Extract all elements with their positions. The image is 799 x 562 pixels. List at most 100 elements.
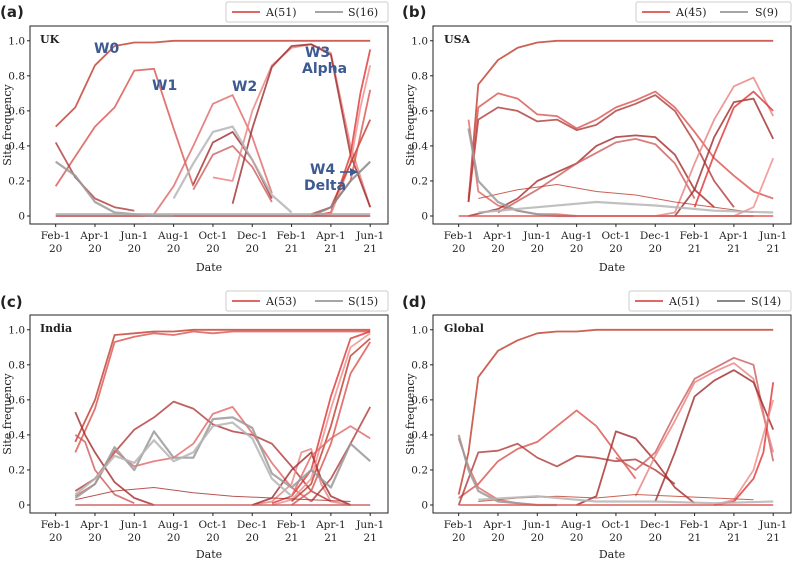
x-tick-label-year: 21 — [324, 243, 337, 255]
series-line-a-hump2 — [74, 405, 312, 503]
panel-c-legend-a: A(53) — [265, 295, 297, 308]
annotation-w1: W1 — [152, 78, 177, 94]
series-line-a-w2b — [192, 130, 273, 199]
series-line-a-low — [478, 184, 754, 213]
series-line-a-mid2 — [467, 94, 735, 208]
series-line-a-w1b — [457, 442, 676, 506]
x-tick-label-month: Oct-1 — [198, 230, 227, 242]
x-tick-label-year: 21 — [688, 243, 701, 255]
series-line-a-w1 — [54, 67, 195, 187]
panel-a-y-axis-label: Site frequency — [1, 84, 14, 166]
x-tick-label-year: 20 — [491, 243, 504, 255]
panel-a-legend-s: S(16) — [348, 6, 378, 19]
panel-c-plot-area — [29, 314, 389, 514]
x-tick-label-month: Dec-1 — [640, 230, 671, 242]
panel-a-label: (a) — [0, 3, 24, 21]
panel-d-region-title: Global — [444, 322, 484, 335]
x-tick-label-month: Feb-1 — [277, 519, 307, 531]
panel-d-legend-a: A(51) — [668, 295, 700, 308]
series-line-a-mid1 — [467, 90, 774, 200]
x-tick-label-month: Jun-1 — [355, 519, 384, 531]
series-line-a-w4 — [714, 382, 775, 506]
panel-b-legend-a: A(45) — [675, 6, 707, 19]
panel-d-x-axis-label: Date — [599, 548, 625, 561]
x-tick-label-month: Apr-1 — [482, 519, 513, 531]
panel-b-label: (b) — [402, 3, 426, 21]
panel-d-legend: A(51) S(14) — [628, 290, 792, 312]
x-tick-label-month: Oct-1 — [601, 230, 630, 242]
y-tick-label: 0.2 — [8, 175, 25, 187]
panel-d: (d) Global 00.20.40.60.81.0 Feb-120Apr-1… — [402, 290, 792, 561]
x-tick-label-year: 21 — [364, 243, 377, 255]
panel-b-plot-area — [432, 25, 792, 225]
x-tick-label-month: Aug-1 — [560, 519, 592, 531]
annotation-w2: W2 — [232, 79, 257, 95]
series-line-s-w4 — [310, 160, 371, 218]
panel-b: (b) USA 00.20.40.60.81.0 Feb-120Apr-120J… — [402, 1, 792, 274]
x-tick-label-year: 20 — [49, 243, 62, 255]
panel-b-legend: A(45) S(9) — [635, 1, 792, 23]
x-tick-label-month: Feb-1 — [680, 519, 710, 531]
x-tick-label-year: 20 — [246, 532, 259, 544]
x-tick-label-month: Feb-1 — [41, 230, 71, 242]
series-line-a-hump — [468, 134, 715, 217]
series-line-s-dec — [467, 128, 577, 218]
series-line-a-late3 — [693, 90, 774, 208]
x-tick-label-year: 20 — [88, 532, 101, 544]
y-tick-label: 0.4 — [8, 429, 25, 441]
x-tick-label-year: 21 — [727, 243, 740, 255]
x-tick-label-month: Apr-1 — [718, 230, 749, 242]
x-tick-label-year: 21 — [688, 532, 701, 544]
x-tick-label-month: Oct-1 — [601, 519, 630, 531]
x-tick-label-year: 20 — [531, 532, 544, 544]
panel-b-y-ticks: 0 0.2 0.4 0.6 0.8 1.0 — [411, 35, 433, 223]
x-tick-label-year: 20 — [128, 243, 141, 255]
x-tick-label-month: Oct-1 — [198, 519, 227, 531]
y-tick-label: 0.8 — [8, 70, 25, 82]
x-tick-label-month: Feb-1 — [444, 230, 474, 242]
y-tick-label: 1.0 — [8, 324, 25, 336]
x-tick-label-month: Dec-1 — [237, 519, 268, 531]
annotation-w4: W4 — [310, 162, 335, 178]
panel-d-y-ticks: 0 0.2 0.4 0.6 0.8 1.0 — [411, 324, 433, 512]
x-tick-label-month: Feb-1 — [41, 519, 71, 531]
x-tick-label-year: 20 — [49, 532, 62, 544]
x-tick-label-month: Jun-1 — [355, 230, 384, 242]
x-tick-label-month: Jun-1 — [119, 230, 148, 242]
y-tick-label: 0.2 — [411, 464, 428, 476]
x-tick-label-month: Aug-1 — [157, 519, 189, 531]
panel-c-region-title: India — [40, 322, 72, 335]
panel-d-plot-area — [432, 314, 792, 514]
x-tick-label-month: Apr-1 — [79, 519, 110, 531]
series-line-a-w2 — [153, 94, 273, 215]
x-tick-label-month: Apr-1 — [482, 230, 513, 242]
x-tick-label-year: 20 — [649, 532, 662, 544]
panel-c-y-ticks: 0 0.2 0.4 0.6 0.8 1.0 — [8, 324, 30, 512]
series-line-a-w3 — [212, 43, 372, 208]
x-tick-label-year: 20 — [570, 532, 583, 544]
x-tick-label-year: 21 — [727, 532, 740, 544]
annotation-w0: W0 — [94, 41, 119, 57]
series-line-a-w0 — [55, 39, 371, 128]
annotation-alpha: Alpha — [302, 61, 347, 77]
x-tick-label-year: 21 — [767, 243, 780, 255]
panel-a-plot-area — [29, 25, 389, 225]
annotation-arrow — [340, 168, 358, 176]
series-line-a-w3 — [615, 356, 775, 471]
series-line-a-late3 — [291, 337, 371, 503]
series-line-s-low — [478, 200, 774, 214]
panel-b-region-title: USA — [444, 33, 471, 46]
x-tick-label-year: 20 — [452, 243, 465, 255]
x-tick-label-year: 20 — [570, 243, 583, 255]
series-line-a-late2 — [674, 97, 775, 217]
series-line-a-low — [75, 487, 351, 502]
x-tick-label-month: Apr-1 — [79, 230, 110, 242]
series-line-s-early — [457, 434, 557, 507]
series-line-a-top2 — [74, 330, 371, 453]
x-tick-label-month: Apr-1 — [718, 519, 749, 531]
panel-b-legend-s: S(9) — [755, 6, 778, 19]
x-tick-label-year: 20 — [609, 243, 622, 255]
annotation-delta: Delta — [304, 178, 346, 194]
panel-a-legend-a: A(51) — [265, 6, 297, 19]
series-line-s-early — [55, 160, 174, 218]
